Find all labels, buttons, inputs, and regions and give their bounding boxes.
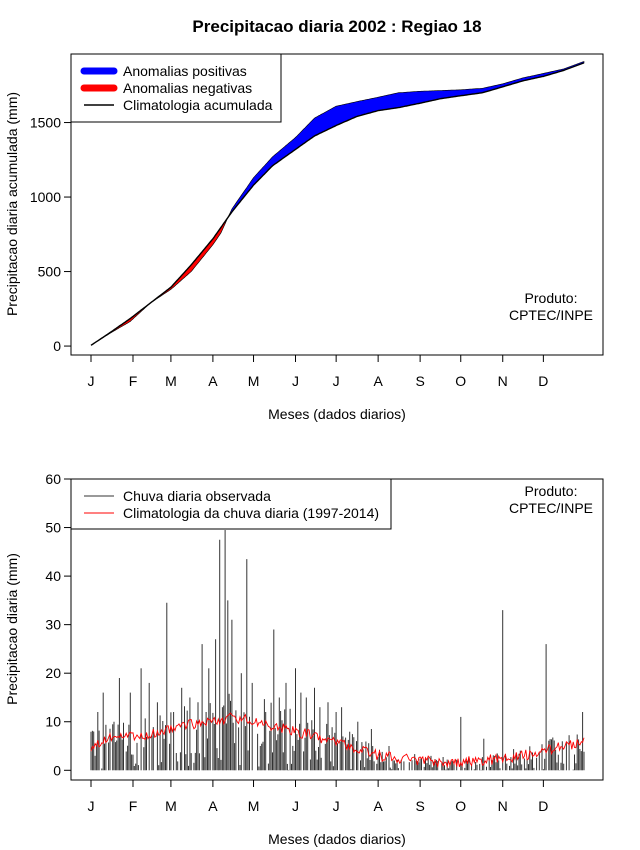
bottom-x-tick-label-0: J xyxy=(88,798,95,814)
top-y-tick-label-2: 1000 xyxy=(30,189,61,205)
top-y-axis-label: Precipitacao diaria acumulada (mm) xyxy=(4,92,20,316)
legend-label-negative: Anomalias negativas xyxy=(123,80,252,96)
daily-climatology-line xyxy=(90,712,585,769)
top-y-axis: 0 500 1000 1500 xyxy=(30,115,71,354)
bottom-y-tick-label-3: 30 xyxy=(45,617,61,633)
top-x-tick-label-10: N xyxy=(498,373,508,389)
cumulative-area-layer xyxy=(90,61,585,346)
bottom-x-tick-label-11: D xyxy=(538,798,548,814)
top-legend: Anomalias positivas Anomalias negativas … xyxy=(70,53,282,123)
bottom-y-tick-label-6: 60 xyxy=(45,471,61,487)
top-y-tick-label-0: 0 xyxy=(53,338,61,354)
top-x-tick-label-2: M xyxy=(165,373,177,389)
top-x-axis-label: Meses (dados diarios) xyxy=(268,406,406,422)
bottom-x-tick-label-9: O xyxy=(455,798,466,814)
legend-label-daily-climatology: Climatologia da chuva diaria (1997-2014) xyxy=(123,505,379,521)
legend-label-observed: Chuva diaria observada xyxy=(123,488,271,504)
bottom-x-axis-label: Meses (dados diarios) xyxy=(268,831,406,847)
top-x-tick-label-3: A xyxy=(208,373,218,389)
bottom-x-tick-label-5: J xyxy=(292,798,299,814)
top-x-tick-label-6: J xyxy=(333,373,340,389)
top-x-tick-label-8: S xyxy=(415,373,424,389)
bottom-x-tick-label-1: F xyxy=(129,798,138,814)
bottom-y-tick-label-1: 10 xyxy=(45,714,61,730)
top-y-tick-label-3: 1500 xyxy=(30,115,61,131)
chart-title: Precipitacao diaria 2002 : Regiao 18 xyxy=(192,17,481,36)
bottom-panel: 0 10 20 30 40 50 60 J F M A M J J A S O N D Meses (dados … xyxy=(4,471,604,847)
top-panel: 0 500 1000 1500 J F M A M J J A S O N D Meses (dados d… xyxy=(4,53,604,422)
top-product-source: CPTEC/INPE xyxy=(509,307,593,323)
top-x-tick-label-4: M xyxy=(248,373,260,389)
bottom-y-axis-label: Precipitacao diaria (mm) xyxy=(4,553,20,705)
daily-climatology-layer xyxy=(90,712,585,769)
top-x-tick-label-0: J xyxy=(88,373,95,389)
legend-label-positive: Anomalias positivas xyxy=(123,63,247,79)
bottom-x-tick-label-8: S xyxy=(415,798,424,814)
bottom-x-tick-label-4: M xyxy=(248,798,260,814)
bottom-product-label: Produto: xyxy=(525,483,578,499)
bottom-x-tick-label-3: A xyxy=(208,798,218,814)
bottom-x-tick-label-2: M xyxy=(165,798,177,814)
climatology-cumulative-line xyxy=(90,62,585,346)
bottom-legend-box xyxy=(70,478,392,530)
bottom-y-tick-label-4: 40 xyxy=(45,568,61,584)
bottom-legend: Chuva diaria observada Climatologia da c… xyxy=(70,478,392,530)
bottom-x-tick-label-6: J xyxy=(333,798,340,814)
top-y-tick-label-1: 500 xyxy=(38,264,62,280)
bottom-y-tick-label-0: 0 xyxy=(53,762,61,778)
legend-label-climatology: Climatologia acumulada xyxy=(123,97,273,113)
bottom-y-tick-label-5: 50 xyxy=(45,520,61,536)
bottom-y-axis: 0 10 20 30 40 50 60 xyxy=(45,471,71,778)
top-x-tick-label-1: F xyxy=(129,373,138,389)
top-x-tick-label-11: D xyxy=(538,373,548,389)
bottom-product-source: CPTEC/INPE xyxy=(509,500,593,516)
bottom-x-tick-label-10: N xyxy=(498,798,508,814)
top-x-tick-label-9: O xyxy=(455,373,466,389)
bottom-y-tick-label-2: 20 xyxy=(45,665,61,681)
daily-bars-layer xyxy=(90,530,585,771)
top-x-tick-label-7: A xyxy=(373,373,383,389)
bottom-x-tick-label-7: A xyxy=(373,798,383,814)
top-x-tick-label-5: J xyxy=(292,373,299,389)
top-product-label: Produto: xyxy=(525,290,578,306)
